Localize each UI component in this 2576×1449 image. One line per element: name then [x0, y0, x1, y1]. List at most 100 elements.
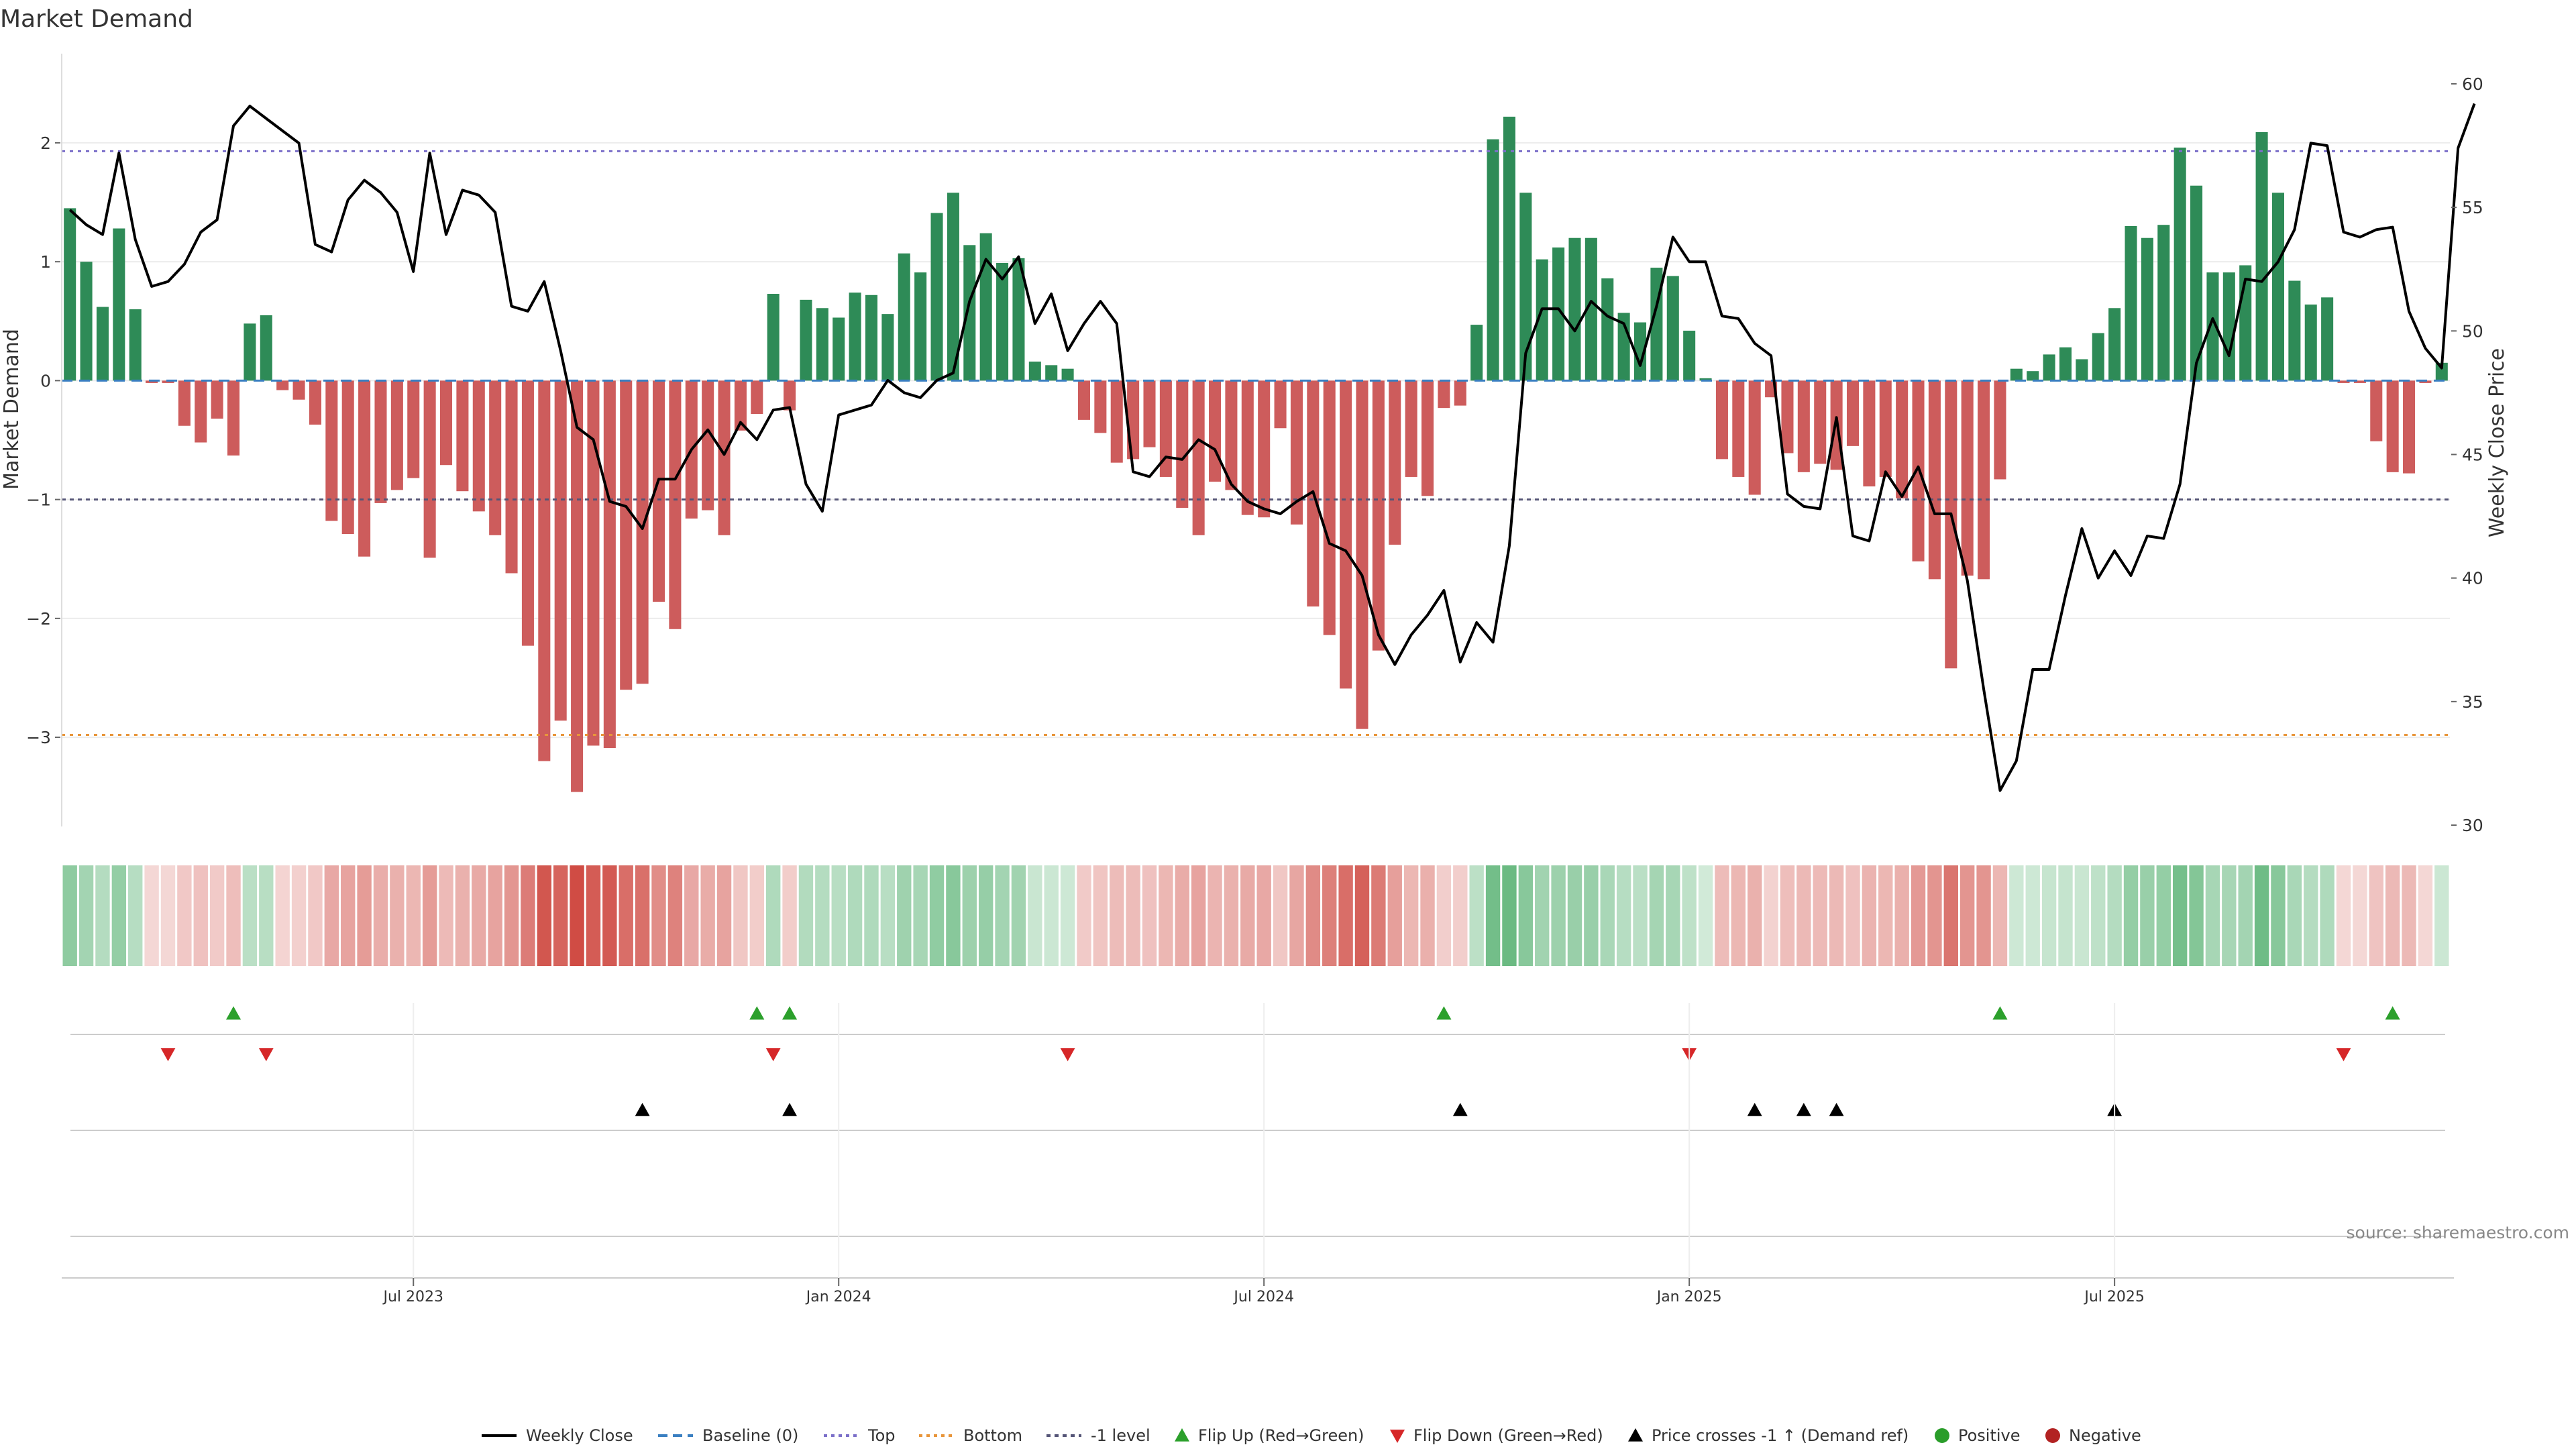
y-tick-label: −1 — [26, 490, 51, 510]
negative-demand-bar — [390, 380, 403, 490]
heat-cell — [1878, 865, 1893, 966]
heat-cell — [1502, 865, 1517, 966]
negative-demand-bar — [620, 380, 633, 690]
heat-cell — [553, 865, 568, 966]
price-line-layer — [68, 103, 2476, 792]
negative-demand-bar — [1241, 380, 1254, 515]
date-tick-label: Jan 2025 — [1656, 1289, 1722, 1305]
negative-demand-bar — [784, 380, 796, 411]
heat-cell — [2140, 865, 2155, 966]
positive-demand-bar — [2027, 371, 2039, 381]
positive-demand-bar — [2222, 272, 2235, 381]
heat-cell — [1748, 865, 1762, 966]
positive-demand-bar — [1045, 365, 1058, 381]
legend-positive-label: Positive — [1958, 1426, 2021, 1445]
heat-cell — [1862, 865, 1877, 966]
heat-cell — [308, 865, 323, 966]
positive-demand-bar — [244, 323, 256, 381]
price-cross-marker — [782, 1103, 798, 1116]
heat-cell — [1796, 865, 1811, 966]
heat-cell — [619, 865, 633, 966]
heat-cell — [1764, 865, 1778, 966]
heat-cell — [765, 865, 781, 966]
y2-tick-label: 45 — [2462, 445, 2483, 465]
negative-demand-bar — [439, 380, 453, 466]
heat-cell — [2041, 865, 2057, 966]
heat-cell — [2418, 865, 2433, 966]
heat-cell — [1159, 865, 1173, 966]
heat-cell — [667, 865, 683, 966]
date-tick-label: Jul 2025 — [2083, 1289, 2145, 1305]
heat-cell — [2304, 865, 2318, 966]
date-tick-label: Jul 2023 — [382, 1289, 443, 1305]
heat-cell — [2222, 865, 2237, 966]
heat-cell — [1110, 865, 1124, 966]
positive-demand-bar — [1699, 378, 1712, 381]
heat-cell — [1943, 865, 1958, 966]
heat-cell — [782, 865, 797, 966]
heat-cell — [2009, 865, 2024, 966]
heat-cell — [2205, 865, 2220, 966]
negative-demand-bar — [292, 380, 305, 400]
positive-demand-bar — [833, 317, 845, 381]
heat-cell — [700, 865, 715, 966]
negative-demand-bar — [2403, 380, 2416, 474]
heat-cell — [2271, 865, 2286, 966]
negative-demand-bar — [751, 380, 763, 415]
positive-demand-bar — [898, 253, 910, 381]
negative-demand-bar — [603, 380, 616, 749]
heat-cell — [1354, 865, 1370, 966]
negative-demand-bar — [571, 380, 584, 792]
negative-demand-bar — [554, 380, 567, 721]
positive-demand-bar — [963, 245, 976, 381]
negative-demand-bar — [1258, 380, 1271, 518]
positive-demand-bar — [1028, 362, 1041, 381]
price-cross-marker — [1829, 1103, 1844, 1116]
heat-cell — [2107, 865, 2122, 966]
date-tick-label: Jul 2024 — [1232, 1289, 1294, 1305]
negative-demand-bar — [2419, 380, 2432, 383]
heat-cell — [242, 865, 258, 966]
heat-cell — [2189, 865, 2204, 966]
positive-demand-bar — [2010, 368, 2023, 381]
positive-demand-bar — [1061, 368, 1074, 381]
axes: 2 1 0 −1 −2 −3 60 55 50 45 40 35 30 — [26, 54, 2483, 835]
negative-demand-bar — [1159, 380, 1172, 477]
heat-cell — [1551, 865, 1566, 966]
legend: Weekly Close Baseline (0) Top Bottom -1 leve… — [482, 1426, 2141, 1445]
flip-up-marker — [749, 1006, 765, 1020]
negative-demand-bar — [227, 380, 240, 456]
price-cross-marker — [635, 1103, 650, 1116]
negative-demand-bar — [1127, 380, 1140, 460]
y2-tick-label: 35 — [2462, 692, 2483, 712]
negative-demand-bar — [309, 380, 321, 425]
negative-demand-bar — [1732, 380, 1745, 477]
heat-cell — [880, 865, 896, 966]
price-cross-marker — [1452, 1103, 1468, 1116]
heat-cell — [455, 865, 470, 966]
heat-cell — [1126, 865, 1140, 966]
heat-cell — [1338, 865, 1353, 966]
heat-cell — [373, 865, 388, 966]
positive-demand-bar — [800, 299, 812, 381]
negative-demand-bar — [702, 380, 714, 511]
negative-demand-bar — [1814, 380, 1827, 464]
heat-cell — [1813, 865, 1827, 966]
positive-demand-bar — [914, 272, 927, 381]
negative-demand-bar — [1274, 380, 1287, 429]
positive-demand-bar — [1633, 322, 1647, 381]
positive-demand-bar — [1487, 139, 1499, 381]
heat-cell — [1191, 865, 1206, 966]
flip-down-marker — [2336, 1048, 2351, 1061]
positive-demand-bar — [865, 294, 878, 381]
flip-down-marker — [1060, 1048, 1075, 1061]
negative-demand-bar — [538, 380, 551, 761]
legend-positive-swatch — [1935, 1428, 1949, 1443]
flip-up-marker — [226, 1006, 241, 1020]
heat-cell — [847, 865, 863, 966]
heat-cell — [1698, 865, 1713, 966]
negative-demand-bar — [1797, 380, 1810, 472]
negative-demand-bar — [211, 380, 223, 419]
flip-up-marker — [2385, 1006, 2400, 1020]
heat-cell — [472, 865, 486, 966]
